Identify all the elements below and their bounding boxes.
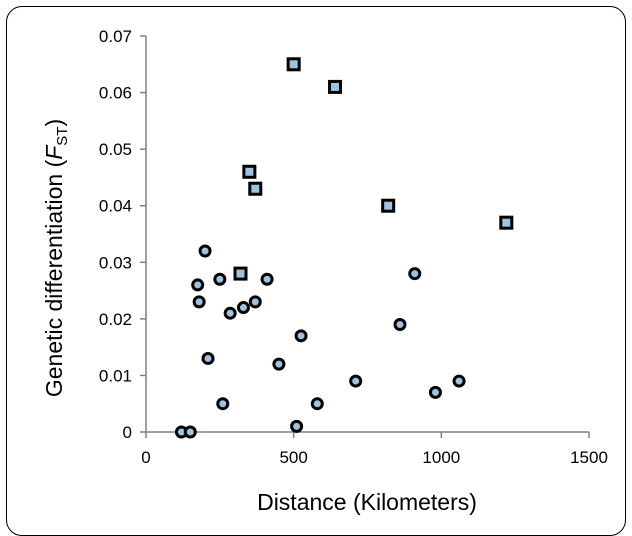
y-axis-title-prefix: Genetic differentiation ( [41, 159, 67, 397]
y-tick-label: 0.04 [99, 197, 132, 216]
circle-marker [236, 301, 250, 315]
y-tick-label: 0.01 [99, 366, 132, 385]
x-tick-label: 1000 [422, 448, 460, 467]
circle-marker [452, 374, 466, 388]
y-axis-title-f: F [41, 144, 67, 160]
x-tick-group: 0 500 1000 1500 [141, 432, 608, 467]
circle-marker [272, 357, 286, 371]
circle-marker [213, 272, 227, 286]
y-tick-label: 0.02 [99, 310, 132, 329]
circle-marker [248, 295, 262, 309]
y-axis-title-subscript: ST [54, 127, 71, 146]
y-axis-title: Genetic differentiation (FST) [41, 119, 71, 397]
circle-marker [216, 397, 230, 411]
x-tick-label: 500 [279, 448, 307, 467]
square-marker [248, 181, 263, 196]
circle-marker [294, 329, 308, 343]
square-marker [233, 266, 248, 281]
y-tick-label: 0.07 [99, 27, 132, 46]
x-axis-title: Distance (Kilometers) [257, 489, 477, 515]
circle-marker [349, 374, 363, 388]
y-tick-label: 0.06 [99, 84, 132, 103]
y-tick-label: 0.05 [99, 140, 132, 159]
x-tick-label: 0 [141, 448, 150, 467]
circle-marker [192, 295, 206, 309]
square-marker [242, 164, 257, 179]
y-tick-group: 0 0.01 0.02 0.03 0.04 0.05 0.06 0.07 [99, 27, 146, 442]
circle-marker [183, 425, 197, 439]
scatter-chart: 0 0.01 0.02 0.03 0.04 0.05 0.06 0.07 0 500 1000 15… [41, 27, 608, 515]
circle-marker [260, 272, 274, 286]
circle-marker [201, 351, 215, 365]
circle-marker [290, 419, 304, 433]
y-tick-label: 0 [123, 423, 132, 442]
square-marker [381, 198, 396, 213]
circle-marker [393, 318, 407, 332]
square-marker [286, 57, 301, 72]
data-points [174, 57, 514, 439]
square-marker [328, 79, 343, 94]
circle-marker [408, 267, 422, 281]
circle-marker [310, 397, 324, 411]
circle-marker [191, 278, 205, 292]
circle-marker [428, 385, 442, 399]
circle-marker [198, 244, 212, 258]
chart-frame [6, 6, 626, 536]
circle-marker [223, 306, 237, 320]
x-tick-label: 1500 [570, 448, 608, 467]
axes [145, 36, 589, 433]
y-axis-title-suffix: ) [41, 119, 67, 127]
y-tick-label: 0.03 [99, 253, 132, 272]
square-marker [499, 215, 514, 230]
